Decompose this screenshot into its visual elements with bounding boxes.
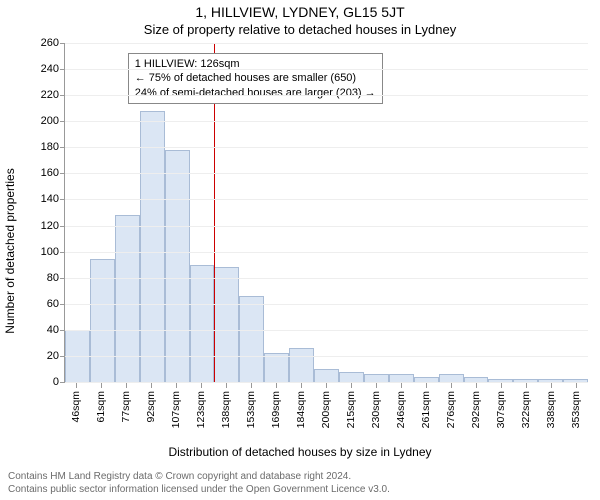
- histogram-bar: [165, 150, 190, 382]
- annotation-line: ← 75% of detached houses are smaller (65…: [135, 71, 376, 85]
- x-tick-label: 292sqm: [470, 391, 482, 428]
- x-tick-label: 276sqm: [445, 391, 457, 428]
- footer-attribution: Contains HM Land Registry data © Crown c…: [8, 470, 390, 496]
- footer-line-2: Contains public sector information licen…: [8, 483, 390, 496]
- histogram-bar: [439, 374, 464, 382]
- x-tick-label: 215sqm: [345, 391, 357, 428]
- y-tick-label: 220: [41, 89, 65, 101]
- x-tick-label: 77sqm: [120, 391, 132, 423]
- grid-line: [65, 330, 588, 331]
- y-tick-label: 240: [41, 63, 65, 75]
- x-tick-label: 123sqm: [195, 391, 207, 428]
- x-tick-label: 200sqm: [320, 391, 332, 428]
- x-tick-label: 338sqm: [545, 391, 557, 428]
- bar-slot: [563, 43, 588, 382]
- y-tick-label: 160: [41, 167, 65, 179]
- x-tick-label: 353sqm: [570, 391, 582, 428]
- plot-area: 1 HILLVIEW: 126sqm← 75% of detached hous…: [64, 43, 588, 383]
- histogram-bar: [289, 348, 314, 382]
- histogram-bar: [190, 265, 215, 382]
- x-tick-label: 261sqm: [420, 391, 432, 428]
- x-tick-label: 46sqm: [70, 391, 82, 423]
- grid-line: [65, 252, 588, 253]
- x-tick-label: 153sqm: [245, 391, 257, 428]
- grid-line: [65, 173, 588, 174]
- x-tick-label: 230sqm: [370, 391, 382, 428]
- x-tick-label: 169sqm: [270, 391, 282, 428]
- histogram-bar: [264, 353, 289, 382]
- x-tick-label: 184sqm: [295, 391, 307, 428]
- bar-slot: [389, 43, 414, 382]
- bar-slot: [488, 43, 513, 382]
- y-tick-label: 140: [41, 193, 65, 205]
- annotation-box: 1 HILLVIEW: 126sqm← 75% of detached hous…: [128, 53, 383, 104]
- x-tick-label: 307sqm: [495, 391, 507, 428]
- y-tick-label: 80: [47, 272, 65, 284]
- histogram-bar: [389, 374, 414, 382]
- bar-slot: [414, 43, 439, 382]
- y-tick-label: 200: [41, 115, 65, 127]
- histogram-bar: [364, 374, 389, 382]
- x-ticks-group: 46sqm 61sqm 77sqm 92sqm 107sqm 123sqm 138sqm 15…: [64, 383, 588, 443]
- grid-line: [65, 69, 588, 70]
- x-tick-label: 61sqm: [95, 391, 107, 423]
- grid-line: [65, 43, 588, 44]
- x-tick-label: 138sqm: [220, 391, 232, 428]
- x-tick-label: 322sqm: [520, 391, 532, 428]
- y-tick-label: 260: [41, 37, 65, 49]
- grid-line: [65, 199, 588, 200]
- histogram-bar: [239, 296, 264, 382]
- bar-slot: [439, 43, 464, 382]
- grid-line: [65, 226, 588, 227]
- grid-line: [65, 95, 588, 96]
- histogram-bar: [115, 215, 140, 382]
- y-tick-label: 100: [41, 246, 65, 258]
- footer-line-1: Contains HM Land Registry data © Crown c…: [8, 470, 390, 483]
- x-tick-label: 246sqm: [395, 391, 407, 428]
- bar-slot: [90, 43, 115, 382]
- bar-slot: [65, 43, 90, 382]
- bar-slot: [513, 43, 538, 382]
- grid-line: [65, 304, 588, 305]
- y-tick-label: 40: [47, 324, 65, 336]
- histogram-bar: [214, 267, 239, 382]
- x-tick-label: 92sqm: [145, 391, 157, 423]
- histogram-bar: [339, 372, 364, 382]
- bar-slot: [464, 43, 489, 382]
- grid-line: [65, 147, 588, 148]
- grid-line: [65, 356, 588, 357]
- grid-line: [65, 278, 588, 279]
- x-axis-label: Distribution of detached houses by size …: [0, 445, 600, 459]
- annotation-line: 24% of semi-detached houses are larger (…: [135, 86, 376, 100]
- y-axis-label: Number of detached properties: [3, 168, 17, 333]
- histogram-bar: [140, 111, 165, 382]
- y-tick-label: 20: [47, 350, 65, 362]
- histogram-bar: [314, 369, 339, 382]
- page-title: 1, HILLVIEW, LYDNEY, GL15 5JT: [0, 0, 600, 20]
- chart-subtitle: Size of property relative to detached ho…: [0, 20, 600, 43]
- y-tick-label: 180: [41, 141, 65, 153]
- y-tick-label: 120: [41, 220, 65, 232]
- chart-container: 1, HILLVIEW, LYDNEY, GL15 5JT Size of pr…: [0, 0, 600, 500]
- bar-slot: [538, 43, 563, 382]
- grid-line: [65, 121, 588, 122]
- x-tick-label: 107sqm: [170, 391, 182, 428]
- y-tick-label: 60: [47, 298, 65, 310]
